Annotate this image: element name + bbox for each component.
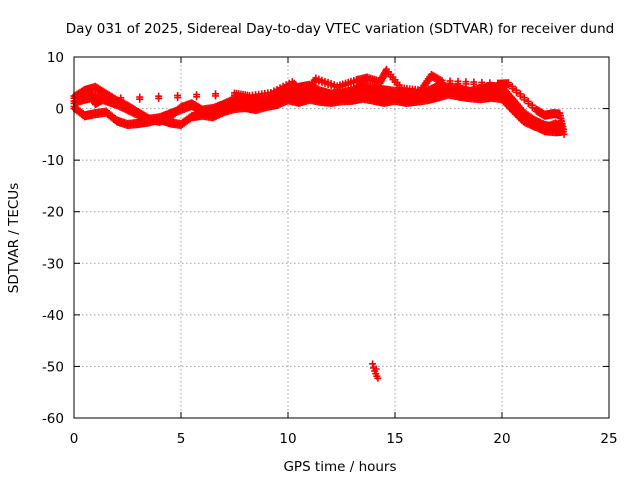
y-tick-label: -10 bbox=[42, 153, 64, 169]
y-tick-label: -40 bbox=[42, 308, 64, 324]
y-tick-label: 0 bbox=[55, 102, 64, 118]
x-tick-label: 25 bbox=[600, 431, 617, 447]
data-point bbox=[174, 91, 182, 99]
y-tick-label: -30 bbox=[42, 256, 64, 272]
tick-marks bbox=[73, 56, 610, 419]
x-tick-label: 10 bbox=[279, 431, 296, 447]
data-point bbox=[478, 78, 486, 86]
data-point bbox=[486, 79, 494, 87]
data-point bbox=[372, 365, 380, 373]
data-point bbox=[528, 101, 536, 109]
x-tick-labels: 0 5 10 15 20 25 bbox=[70, 431, 618, 447]
y-tick-label: -50 bbox=[42, 359, 64, 375]
data-point bbox=[508, 82, 516, 90]
x-axis-label: GPS time / hours bbox=[283, 459, 396, 475]
data-point bbox=[516, 90, 524, 98]
x-tick-label: 0 bbox=[70, 431, 79, 447]
data-point bbox=[369, 360, 377, 368]
y-tick-labels: 10 0 -10 -20 -30 -40 -50 -60 bbox=[42, 50, 64, 427]
data-point bbox=[524, 97, 532, 105]
x-tick-label: 5 bbox=[177, 431, 186, 447]
data-point bbox=[98, 95, 106, 103]
data-point bbox=[504, 79, 512, 87]
data-point bbox=[520, 94, 528, 102]
data-point bbox=[117, 94, 125, 102]
y-tick-label: -60 bbox=[42, 411, 64, 427]
data-point bbox=[136, 93, 144, 101]
x-tick-label: 15 bbox=[386, 431, 403, 447]
y-tick-label: 10 bbox=[47, 50, 64, 66]
chart-title: Day 031 of 2025, Sidereal Day-to-day VTE… bbox=[66, 21, 614, 37]
data-point bbox=[454, 77, 462, 85]
grid bbox=[74, 57, 609, 418]
data-point bbox=[193, 91, 201, 99]
data-point bbox=[446, 77, 454, 85]
y-tick-label: -20 bbox=[42, 205, 64, 221]
data-point bbox=[212, 90, 220, 98]
x-tick-label: 20 bbox=[493, 431, 510, 447]
data-point bbox=[470, 78, 478, 86]
y-axis-label: SDTVAR / TECUs bbox=[6, 183, 22, 293]
data-point bbox=[462, 78, 470, 86]
data-point bbox=[374, 374, 382, 382]
data-point bbox=[438, 77, 446, 85]
data-point bbox=[560, 130, 568, 138]
plot-frame bbox=[73, 56, 610, 419]
data-point bbox=[512, 86, 520, 94]
data-points bbox=[70, 65, 568, 382]
data-point bbox=[155, 92, 163, 100]
